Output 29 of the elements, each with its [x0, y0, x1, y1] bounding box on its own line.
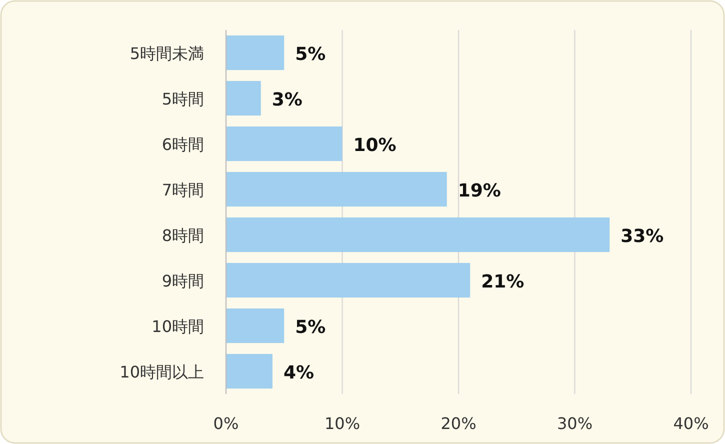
- bar: [226, 217, 610, 252]
- y-tick-label: 7時間: [162, 180, 204, 200]
- data-label: 33%: [620, 226, 664, 247]
- data-label: 5%: [295, 44, 326, 65]
- data-label: 4%: [284, 362, 314, 384]
- y-tick-label: 5時間未満: [130, 44, 204, 63]
- bar: [226, 80, 261, 116]
- x-tick-label: 0%: [213, 414, 239, 433]
- y-tick-label: 6時間: [162, 134, 204, 154]
- y-tick-label: 10時間: [152, 316, 204, 336]
- bar: [226, 172, 447, 207]
- data-label: 5%: [295, 316, 326, 338]
- bar: [226, 35, 284, 70]
- y-tick-label: 9時間: [162, 271, 204, 290]
- bar: [226, 262, 470, 298]
- data-label: 19%: [458, 180, 501, 202]
- bar: [226, 308, 284, 344]
- y-tick-label: 5時間: [162, 89, 204, 108]
- bar: [226, 126, 342, 162]
- x-tick-label: 10%: [324, 414, 360, 433]
- y-tick-label: 10時間以上: [120, 362, 204, 382]
- data-label: 3%: [272, 89, 302, 110]
- x-tick-label: 40%: [673, 414, 709, 433]
- x-tick-label: 30%: [556, 414, 593, 433]
- x-tick-label: 20%: [440, 414, 476, 433]
- data-label: 10%: [353, 134, 396, 156]
- bar: [226, 354, 272, 389]
- data-label: 21%: [481, 271, 524, 292]
- y-tick-label: 8時間: [162, 226, 204, 245]
